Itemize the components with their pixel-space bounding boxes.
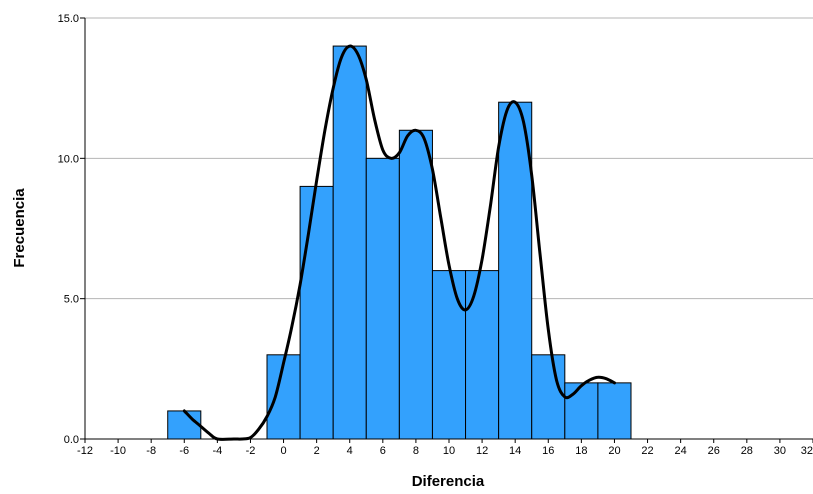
- x-tick-label: 2: [314, 445, 320, 457]
- histogram-bar: [167, 410, 202, 440]
- x-tick-label: 8: [413, 445, 419, 457]
- histogram-bar: [398, 129, 433, 440]
- histogram-bar: [332, 45, 367, 440]
- density-curve: [182, 44, 616, 441]
- tick-labels: 0.05.010.015.0-12 -10 -8 -6 -4 -2 0 2 4 6 8 10 12 14 1…: [58, 13, 813, 457]
- histogram-bar: [365, 157, 400, 440]
- axes: [80, 17, 813, 443]
- y-tick-label: 5.0: [64, 294, 79, 306]
- x-tick-label: 6: [380, 445, 386, 457]
- x-tick-label: -4: [212, 445, 222, 457]
- x-tick-label: 10: [443, 445, 455, 457]
- histogram-bar: [597, 382, 632, 440]
- x-tick-label: -2: [246, 445, 256, 457]
- histogram-bar: [498, 101, 533, 440]
- histogram-bars: [167, 45, 632, 440]
- x-tick-label: -6: [179, 445, 189, 457]
- gridlines: [85, 17, 813, 300]
- x-tick-label: 18: [575, 445, 587, 457]
- x-tick-label: -12: [77, 445, 93, 457]
- x-axis-title: Diferencia: [412, 473, 485, 489]
- x-tick-label: 14: [509, 445, 521, 457]
- histogram-bar: [465, 270, 500, 440]
- x-tick-label: 24: [675, 445, 687, 457]
- histogram-bar: [531, 354, 566, 440]
- histogram-bar: [564, 382, 599, 440]
- density-curve-group: [182, 44, 616, 441]
- histogram-bar: [431, 270, 467, 440]
- y-tick-label: 0.0: [64, 434, 79, 446]
- x-tick-label: -8: [146, 445, 156, 457]
- x-tick-label: 0: [280, 445, 286, 457]
- x-tick-label: 30: [774, 445, 786, 457]
- x-tick-label: 32: [801, 445, 813, 457]
- y-tick-label: 15.0: [58, 13, 79, 25]
- x-tick-label: 16: [542, 445, 554, 457]
- x-tick-label: 28: [741, 445, 753, 457]
- x-tick-label: 26: [708, 445, 720, 457]
- x-tick-label: 4: [347, 445, 353, 457]
- x-tick-label: 22: [641, 445, 653, 457]
- x-tick-label: -10: [110, 445, 126, 457]
- x-tick-label: 12: [476, 445, 488, 457]
- y-tick-label: 10.0: [58, 153, 79, 165]
- histogram-bar: [299, 185, 334, 440]
- y-axis-title: Frecuencia: [11, 188, 28, 268]
- x-tick-label: 20: [608, 445, 620, 457]
